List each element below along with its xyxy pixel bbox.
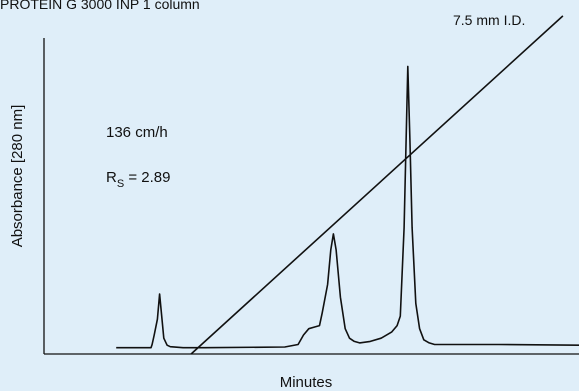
resolution-annotation: RS = 2.89: [106, 169, 170, 190]
plot-axes: [43, 38, 579, 355]
resolution-subscript: S: [117, 178, 124, 190]
x-axis-label: Minutes: [280, 374, 333, 391]
chromatogram-trace: [116, 65, 579, 349]
y-axis-label: Absorbance [280 nm]: [9, 105, 26, 248]
resolution-prefix: R: [106, 169, 117, 186]
resolution-value: = 2.89: [124, 169, 170, 186]
column-id-annotation: 7.5 mm I.D.: [453, 12, 525, 28]
gradient-line: [190, 15, 564, 355]
chart-header-fragment: PROTEIN G 3000 INP 1 column: [0, 0, 200, 12]
flow-rate-annotation: 136 cm/h: [106, 124, 168, 141]
